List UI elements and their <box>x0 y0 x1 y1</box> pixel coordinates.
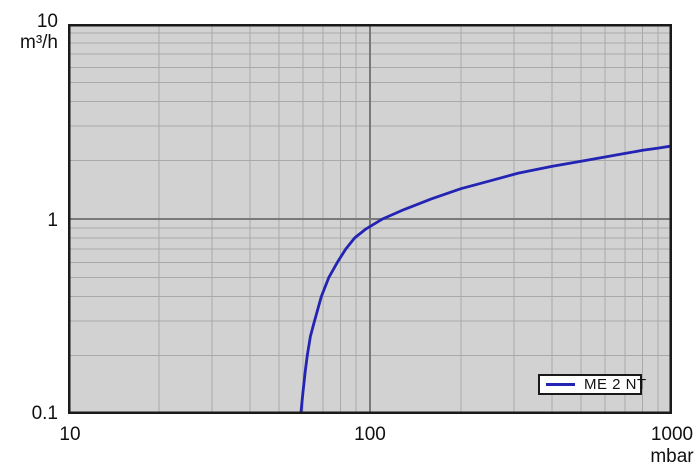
x-axis-unit-label: mbar <box>650 446 694 467</box>
y-axis-tick-1: 1 <box>47 210 58 231</box>
y-axis-tick-10: 10 <box>36 11 58 32</box>
y-axis-tick-0-1: 0.1 <box>31 403 58 424</box>
x-axis-tick-1000: 1000 <box>650 424 694 445</box>
legend: ME 2 NT <box>538 374 646 395</box>
y-axis-unit-label: m³/h <box>20 32 58 53</box>
legend-series-label: ME 2 NT <box>584 376 647 393</box>
plot-area <box>68 24 672 414</box>
x-axis-tick-100: 100 <box>354 424 386 445</box>
x-axis-tick-10: 10 <box>59 424 81 445</box>
legend-line-swatch <box>546 383 575 386</box>
